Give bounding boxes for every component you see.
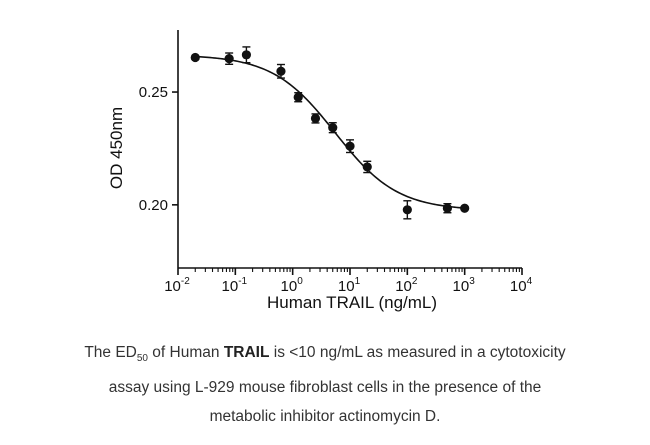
x-tick-exponent: 2: [412, 276, 418, 287]
y-tick-label: 0.25: [139, 84, 168, 101]
x-tick-base: 10: [164, 278, 181, 295]
data-point: [190, 52, 200, 63]
chart-caption: The ED50 of Human TRAIL is <10 ng/mL as …: [20, 338, 630, 431]
caption-line-1-end: is <10 ng/mL as measured in a cytotoxici…: [269, 344, 566, 361]
x-tick-label: 10-1: [222, 276, 248, 295]
x-tick-base: 10: [338, 278, 355, 295]
data-point: [224, 54, 234, 64]
dose-response-chart: 0.20 0.25 10-2 10-1 100 101 102 103 104 Human TR…: [107, 30, 533, 312]
data-point: [460, 203, 470, 213]
caption-mid-text: of Human: [148, 344, 224, 361]
data-point: [442, 203, 453, 213]
x-tick-label: 101: [338, 276, 361, 295]
data-point: [345, 141, 355, 151]
x-tick-label: 104: [510, 276, 533, 295]
x-tick-base: 10: [395, 278, 412, 295]
x-tick-exponent: 0: [297, 276, 303, 287]
data-point: [362, 162, 372, 172]
data-points: [190, 46, 470, 220]
x-tick-label: 100: [281, 276, 304, 295]
data-point: [276, 66, 286, 76]
data-point: [293, 92, 303, 102]
caption-line-1: The ED50 of Human TRAIL is <10 ng/mL as …: [20, 338, 630, 373]
caption-line-3: metabolic inhibitor actinomycin D.: [209, 408, 441, 426]
x-tick-exponent: 3: [469, 276, 475, 287]
caption-ed-subscript: 50: [136, 353, 148, 365]
x-tick-base: 10: [510, 278, 527, 295]
y-axis-label: OD 450nm: [107, 107, 126, 189]
data-point: [402, 205, 412, 215]
data-point: [241, 50, 252, 60]
x-tick-base: 10: [222, 278, 239, 295]
x-tick-exponent: 1: [355, 276, 361, 287]
x-tick-base: 10: [453, 278, 470, 295]
data-point: [310, 113, 321, 124]
caption-trail-bold: TRAIL: [223, 344, 270, 361]
x-tick-exponent: -1: [238, 276, 247, 287]
data-point: [328, 123, 338, 133]
x-tick-base: 10: [281, 278, 298, 295]
x-tick-label: 103: [453, 276, 476, 295]
y-tick-label: 0.20: [139, 197, 168, 214]
caption-ed-text: The ED: [84, 344, 137, 361]
caption-line-2: assay using L-929 mouse fibroblast cells…: [108, 379, 542, 397]
x-tick-exponent: -2: [181, 276, 190, 287]
x-tick-exponent: 4: [527, 276, 533, 287]
x-tick-label: 102: [395, 276, 418, 295]
x-tick-label: 10-2: [164, 276, 190, 295]
x-axis-label: Human TRAIL (ng/mL): [267, 293, 437, 312]
